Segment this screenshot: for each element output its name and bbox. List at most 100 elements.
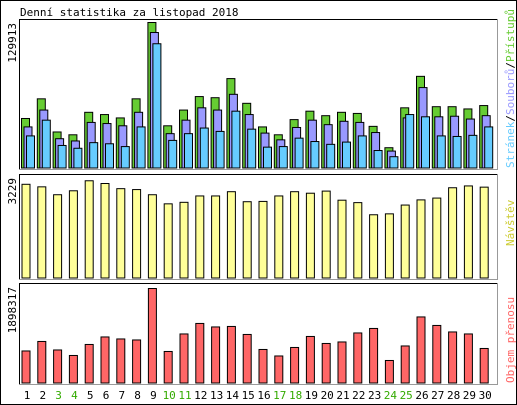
- panel-kbytes: 1898317 Objem přenosu: [6, 283, 517, 385]
- visits-bar-day-8: [132, 189, 142, 279]
- kbytes-bar-day-11: [179, 333, 189, 384]
- kbytes-bar-day-27: [432, 324, 442, 384]
- panel-3-ymax-label: 1898317: [6, 287, 19, 333]
- visits-bar-day-11: [179, 201, 189, 279]
- kbytes-bar-day-26: [416, 316, 426, 384]
- x-tick-label-day-30: 30: [479, 389, 492, 402]
- pages-bar-day-12: [199, 127, 209, 169]
- x-tick-label-day-14: 14: [226, 389, 240, 402]
- x-tick-label-day-16: 16: [257, 389, 270, 402]
- visits-bar-day-2: [37, 186, 47, 279]
- visits-bar-day-1: [21, 183, 31, 279]
- kbytes-bar-day-6: [100, 336, 110, 384]
- kbytes-bar-day-8: [132, 339, 142, 384]
- visits-bar-day-26: [416, 199, 426, 279]
- kbytes-bar-day-14: [226, 325, 236, 384]
- visits-bar-day-28: [448, 187, 458, 279]
- pages-bar-day-10: [168, 139, 178, 169]
- kbytes-bar-day-16: [258, 348, 268, 384]
- kbytes-bar-day-15: [242, 333, 252, 384]
- x-tick-label-day-24: 24: [384, 389, 398, 402]
- pages-bar-day-13: [215, 130, 225, 169]
- x-tick-label-day-20: 20: [321, 389, 334, 402]
- kbytes-bar-day-9: [147, 288, 157, 384]
- kbytes-bar-day-25: [400, 345, 410, 384]
- visits-bar-day-10: [163, 203, 173, 279]
- visits-bar-day-9: [147, 194, 157, 279]
- panel-1-ylabel-part-1: /: [504, 115, 517, 122]
- pages-bar-day-3: [57, 144, 67, 169]
- kbytes-bar-day-7: [116, 338, 126, 384]
- x-tick-label-day-3: 3: [55, 389, 62, 402]
- pages-bar-day-1: [26, 135, 35, 169]
- visits-bar-day-29: [463, 185, 473, 279]
- pages-bar-day-15: [247, 128, 257, 169]
- pages-bar-day-22: [357, 135, 367, 169]
- kbytes-bar-day-24: [384, 359, 394, 384]
- kbytes-bar-day-20: [321, 342, 331, 384]
- pages-bar-day-16: [263, 146, 272, 169]
- panel-2-ymax-label: 3229: [6, 178, 19, 205]
- pages-bar-day-28: [452, 135, 462, 169]
- kbytes-bar-day-4: [68, 354, 78, 384]
- x-tick-label-day-1: 1: [24, 389, 31, 402]
- kbytes-bar-day-17: [274, 355, 284, 384]
- visits-bar-day-13: [211, 195, 221, 279]
- x-tick-label-day-17: 17: [273, 389, 286, 402]
- kbytes-bar-day-23: [369, 327, 379, 384]
- kbytes-bar-day-29: [463, 333, 473, 384]
- kbytes-bar-day-1: [21, 350, 31, 384]
- visits-bar-day-22: [353, 202, 363, 279]
- visits-bar-day-12: [195, 195, 205, 279]
- kbytes-bar-day-12: [195, 322, 205, 384]
- x-tick-label-day-10: 10: [163, 389, 176, 402]
- visits-bar-day-19: [305, 192, 315, 279]
- visits-bar-day-17: [274, 195, 284, 279]
- visits-bar-day-24: [384, 213, 394, 279]
- visits-bar-day-6: [100, 183, 110, 279]
- x-tick-label-day-28: 28: [447, 389, 460, 402]
- pages-bar-day-19: [310, 141, 320, 169]
- visits-bar-day-15: [242, 201, 252, 279]
- x-tick-label-day-11: 11: [178, 389, 191, 402]
- x-tick-label-day-26: 26: [415, 389, 428, 402]
- kbytes-bar-day-21: [337, 341, 347, 384]
- kbytes-bar-day-28: [448, 331, 458, 384]
- kbytes-bar-day-18: [290, 346, 300, 384]
- x-tick-label-day-2: 2: [39, 389, 46, 402]
- pages-bar-day-2: [41, 119, 51, 169]
- visits-bar-day-30: [479, 186, 489, 279]
- pages-bar-day-27: [436, 135, 446, 169]
- visits-bar-day-3: [53, 194, 63, 279]
- panel-2-ylabel: Návštěv: [504, 199, 517, 246]
- kbytes-bar-day-2: [37, 340, 47, 384]
- pages-bar-day-24: [389, 156, 399, 169]
- pages-bar-day-30: [484, 126, 494, 169]
- x-tick-label-day-7: 7: [118, 389, 125, 402]
- panel-3-ylabel: Objem přenosu: [504, 297, 517, 383]
- x-tick-label-day-5: 5: [87, 389, 94, 402]
- kbytes-bar-day-10: [163, 350, 173, 384]
- x-tick-label-day-18: 18: [289, 389, 302, 402]
- panel-visits: 3229 Návštěv: [6, 174, 517, 280]
- pages-bar-day-26: [421, 116, 430, 169]
- x-tick-label-day-25: 25: [400, 389, 413, 402]
- pages-bar-day-18: [294, 137, 304, 169]
- panel-1-ylabel: Stránek/Souborů/Přístupů: [504, 9, 517, 168]
- kbytes-bar-day-22: [353, 332, 363, 384]
- pages-bar-day-4: [73, 147, 83, 169]
- pages-bar-day-23: [373, 150, 383, 169]
- visits-bar-day-18: [290, 191, 300, 279]
- kbytes-bar-day-30: [479, 347, 489, 384]
- kbytes-bar-day-19: [305, 335, 315, 384]
- x-tick-label-day-19: 19: [305, 389, 318, 402]
- x-tick-label-day-29: 29: [463, 389, 476, 402]
- kbytes-bar-day-5: [84, 343, 94, 384]
- x-tick-label-day-12: 12: [194, 389, 207, 402]
- chart-title: Denní statistika za listopad 2018: [20, 6, 239, 19]
- kbytes-bar-day-13: [211, 326, 221, 384]
- x-tick-label-day-4: 4: [71, 389, 78, 402]
